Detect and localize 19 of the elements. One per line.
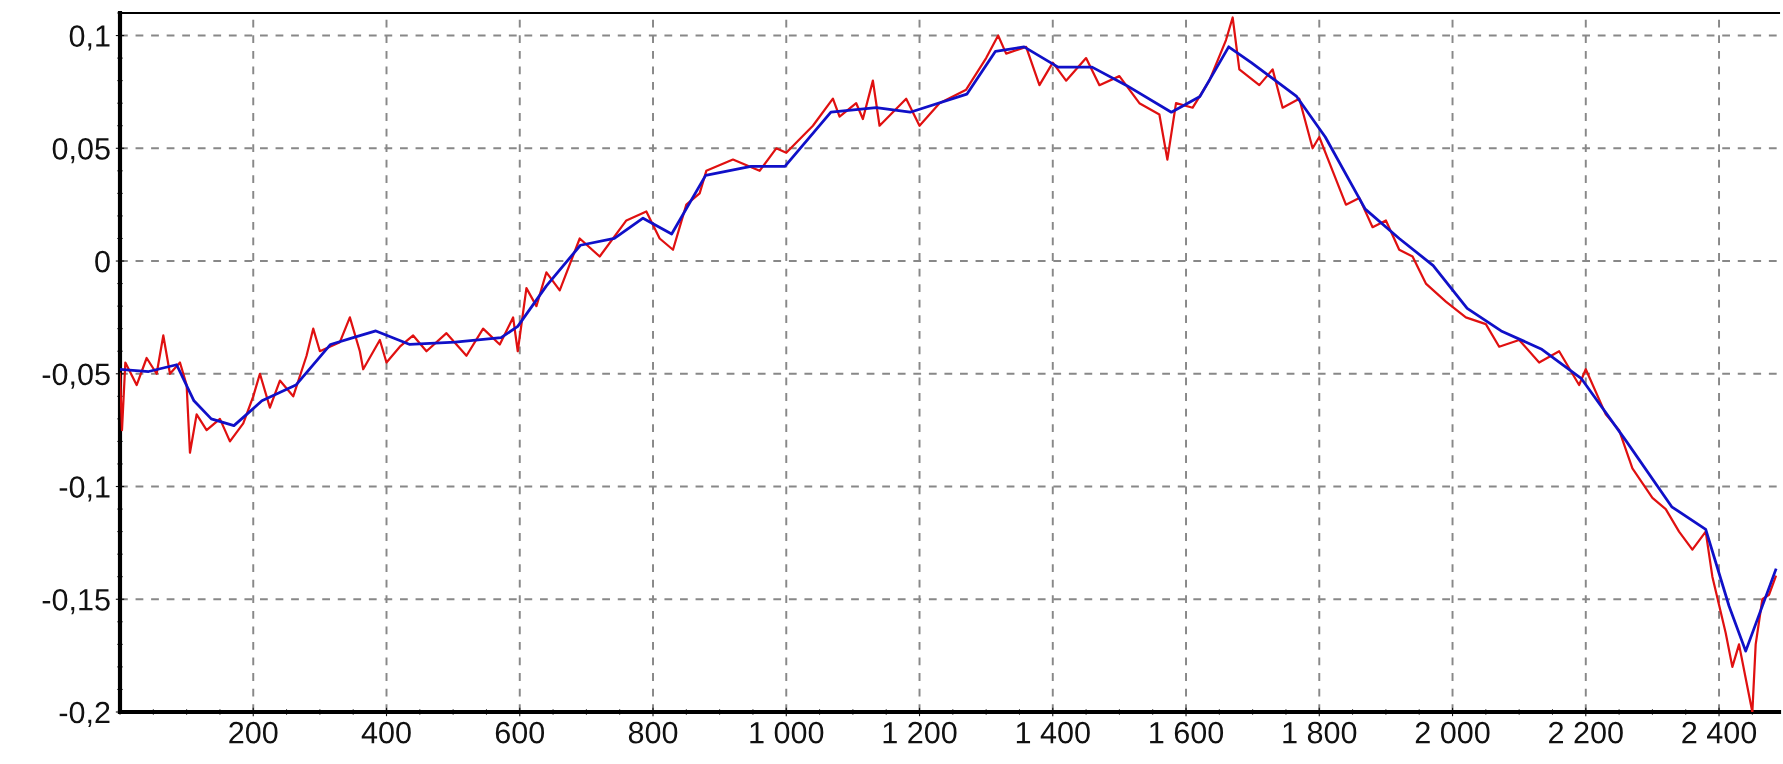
x-tick-label: 800 [628,721,678,744]
x-tick-label: 1 200 [883,721,957,744]
x-tick-label: 2 200 [1549,721,1623,744]
x-tick-label: 400 [361,721,411,744]
y-tick-label: -0,1 [59,476,110,502]
x-tick-label: 1 000 [750,721,824,744]
x-tick-label: 1 600 [1150,721,1224,744]
x-tick-label: 200 [229,721,278,744]
x-tick-label: 1 800 [1283,721,1357,744]
y-tick-label: 0,1 [69,25,110,51]
y-tick-label: -0,2 [59,701,110,727]
x-tick-label: 2 000 [1415,721,1490,744]
x-tick-label: 1 400 [1016,721,1090,744]
y-tick-label: 0 [95,250,110,273]
y-tick-label: -0,05 [42,363,110,389]
y-tick-label: 0,05 [52,138,110,164]
x-tick-label: 2 400 [1682,721,1757,744]
y-tick-label: -0,15 [42,588,110,615]
x-tick-label: 600 [495,721,545,744]
